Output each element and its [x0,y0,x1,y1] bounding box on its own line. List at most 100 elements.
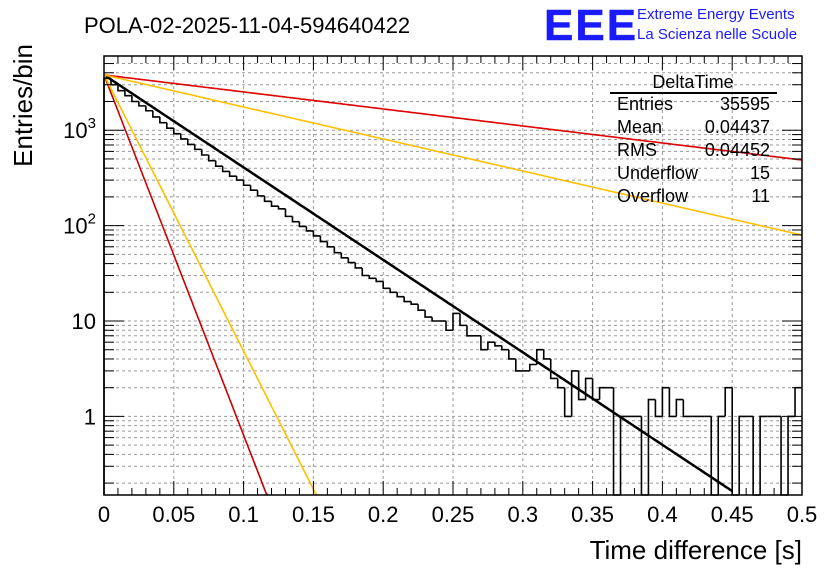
stats-rows: Entries 35595 Mean 0.04437 RMS 0.04452 Underfl… [617,94,770,206]
axis-ticks [103,55,803,495]
y-axis-label: Entries/bin [8,44,38,167]
histogram-bin [508,349,516,360]
histogram-bin [214,160,223,167]
histogram-bin [103,77,111,495]
histogram-bin [431,317,440,322]
histogram-bin [270,201,279,207]
histogram-bin [584,377,593,400]
histogram-bin [249,185,258,192]
x-tick-label: 0.1 [228,502,259,527]
x-tick-label: 0.45 [711,502,754,527]
grid [104,55,802,495]
histogram-bin [159,116,167,124]
curve-fit [103,73,733,493]
histogram-bin [459,313,467,327]
histogram-bin [563,387,572,418]
y-tick-label: 102 [63,211,96,239]
y-tick-label: 1 [84,404,96,429]
histogram-bin [340,252,349,259]
histogram-bin [717,415,726,495]
histogram-bin [724,386,733,417]
histogram-bin [277,206,286,210]
histogram-bin [661,386,670,417]
histogram-bin [284,208,293,218]
histogram-bin [207,155,216,162]
histogram-bin [166,122,174,130]
curve-lower-red [103,74,269,496]
histogram-bin [179,133,188,140]
histogram-bin [193,144,202,151]
histogram-bin [305,226,314,232]
histogram-bin [354,262,363,269]
histogram-bin [570,370,579,417]
stats-label: RMS [617,140,657,160]
stats-box: DeltaTime Entries 35595 Mean 0.04437 RMS 0.04… [610,72,777,206]
stats-value: 15 [750,163,770,183]
y-tick-labels: 1 10 102 103 [63,115,96,429]
histogram-bin [375,278,384,283]
stats-label: Entries [617,94,673,114]
logo-line2: La Scienza nelle Scuole [637,26,797,43]
histogram-bin [221,166,230,173]
histogram-bin [242,180,251,187]
histogram-bin [228,171,237,177]
histogram-bin [759,415,768,495]
histogram-bin [382,281,391,290]
histogram-bin [556,378,565,389]
curve-upper-orange [103,74,803,236]
histogram-bin [612,387,621,496]
x-tick-labels: 0 0.05 0.1 0.15 0.2 0.25 0.3 0.35 0.4 0.45 0.5 [98,502,817,527]
histogram-bin [424,310,433,318]
histogram-bin [619,415,628,495]
histogram-bin [535,348,544,365]
curve-upper-red [103,74,803,161]
histogram-bin [117,84,125,92]
histogram-bin [668,387,677,418]
histogram-bin [152,110,160,118]
logo-mark: EEE [544,1,638,50]
histogram-bin [263,195,272,203]
histogram-bin [445,321,453,332]
eee-logo: EEE Extreme Energy Events La Scienza nel… [544,1,797,51]
x-tick-label: 0.05 [152,502,195,527]
histogram-bin [235,176,244,181]
histogram-bin [675,398,684,417]
histogram-bin [480,335,488,351]
histogram-bin [542,349,551,360]
curves [103,73,803,496]
histogram-bin [466,325,474,337]
histogram-bin [494,342,502,347]
histogram-bin [389,288,398,294]
y-tick-label: 103 [63,115,96,143]
histogram-bin [731,387,740,496]
x-tick-label: 0.3 [508,502,539,527]
x-tick-label: 0.5 [787,502,818,527]
stats-label: Mean [617,117,662,137]
histogram-bin [138,101,146,107]
x-tick-label: 0 [98,502,110,527]
stats-value: 35595 [720,94,770,114]
stats-value: 11 [751,186,770,206]
histogram-bin [738,415,747,495]
histogram-bin [256,190,265,197]
histogram-bin [549,358,558,380]
histogram-bin [515,358,523,372]
histogram-bin [403,296,412,303]
x-axis-label: Time difference [s] [590,535,802,565]
histogram-bin [368,275,377,280]
x-tick-label: 0.25 [432,502,475,527]
histogram-bin [298,221,307,228]
histogram-bin [319,235,328,243]
curve-lower-orange [103,74,318,496]
histogram-bin [487,341,495,350]
histogram-bin [417,304,426,311]
histogram-bin [501,345,509,351]
histogram-bin [361,267,370,277]
histogram-bin [396,292,405,298]
histogram-bin [452,312,460,331]
histogram-bin [312,230,321,237]
x-tick-label: 0.4 [647,502,678,527]
logo-line1: Extreme Energy Events [637,6,795,23]
y-tick-label: 10 [72,309,96,334]
